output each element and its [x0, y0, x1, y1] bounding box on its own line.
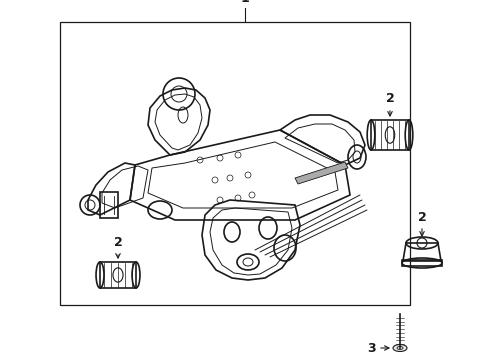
- Text: 3: 3: [368, 342, 376, 355]
- Text: 2: 2: [114, 236, 122, 249]
- Text: 1: 1: [241, 0, 249, 5]
- Text: 2: 2: [417, 211, 426, 224]
- Ellipse shape: [393, 345, 407, 351]
- Text: 2: 2: [386, 92, 394, 105]
- Polygon shape: [295, 162, 348, 184]
